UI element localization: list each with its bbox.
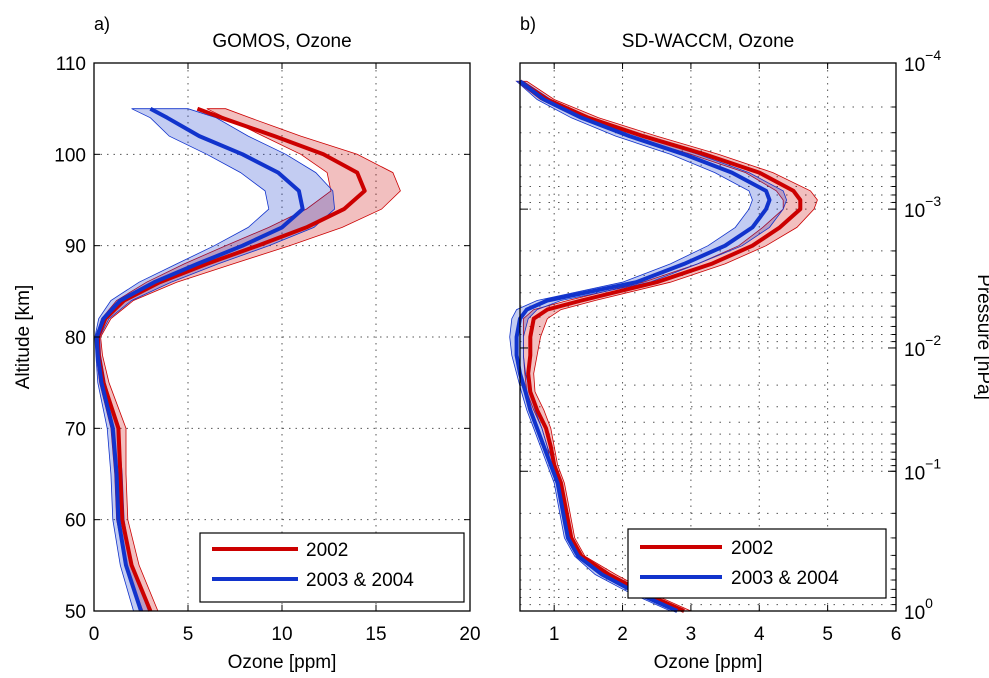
- panel-b-x-ticks: 1 2 3 4 5 6: [549, 63, 901, 645]
- x-tick-label: 6: [891, 624, 902, 645]
- panel-a-title: GOMOS, Ozone: [212, 31, 351, 52]
- panel-b-legend-box: [627, 528, 887, 599]
- panel-b-x-label: Ozone [ppm]: [654, 652, 763, 673]
- panel-a: a) GOMOS, Ozone 0 5 10 15 20 50 60 70 80 90 100 11…: [13, 14, 481, 673]
- y-tick-label: 110: [56, 54, 86, 75]
- y-tick-label: 70: [65, 419, 86, 440]
- y-tick-label: 90: [65, 237, 86, 258]
- y-tick-label: 100: [54, 145, 86, 166]
- pressure-tick-base: 10: [904, 201, 925, 222]
- pressure-tick-exponent: −3: [925, 193, 941, 209]
- panel-a-legend-box: [199, 532, 465, 603]
- y-tick-label: 60: [65, 511, 86, 532]
- panel-a-y-label: Altitude [km]: [13, 285, 34, 390]
- series-line-2002: [518, 79, 803, 613]
- pressure-tick-exponent: −4: [925, 47, 941, 63]
- pressure-tick-base: 10: [904, 340, 925, 361]
- x-tick-label: 0: [89, 624, 100, 645]
- pressure-tick-label: 10−3: [904, 193, 941, 222]
- panel-a-label: a): [94, 14, 110, 34]
- x-tick-label: 20: [459, 624, 480, 645]
- panel-b-title: SD-WACCM, Ozone: [622, 31, 794, 52]
- uncertainty-band-2003-2004: [509, 80, 788, 612]
- pressure-tick-base: 10: [904, 55, 925, 76]
- x-tick-label: 5: [183, 624, 194, 645]
- pressure-tick-exponent: −2: [925, 332, 941, 348]
- pressure-tick-label: 10−4: [904, 47, 941, 76]
- panel-b-grid: [520, 63, 896, 611]
- x-tick-label: 3: [686, 624, 697, 645]
- pressure-tick-exponent: −1: [925, 455, 941, 471]
- pressure-tick-base: 10: [904, 463, 925, 484]
- series-line-2003-2004: [94, 106, 305, 612]
- x-tick-label: 2: [617, 624, 628, 645]
- panel-b-legend-label-2002: 2002: [731, 538, 773, 559]
- x-tick-label: 4: [754, 624, 765, 645]
- panel-a-x-label: Ozone [ppm]: [228, 652, 337, 673]
- pressure-tick-label: 10−2: [904, 332, 941, 361]
- series-line-2002: [95, 106, 367, 612]
- pressure-tick-exponent: 0: [925, 595, 933, 611]
- panel-b-lines: [514, 79, 803, 613]
- panel-b-legend: 2002 2003 & 2004: [627, 528, 887, 599]
- panel-b-label: b): [520, 14, 536, 34]
- panel-a-lines: [94, 106, 367, 612]
- pressure-tick-label: 100: [904, 595, 933, 624]
- series-line-2003-2004: [514, 79, 772, 613]
- panel-b-right-label: Pressure [hPa]: [973, 274, 989, 400]
- x-tick-label: 10: [271, 624, 292, 645]
- panel-b-frame: [519, 62, 897, 612]
- y-tick-label: 80: [65, 328, 86, 349]
- panel-a-x-ticks: 0 5 10 15 20: [89, 63, 481, 645]
- panel-a-y-ticks: 50 60 70 80 90 100 110: [54, 54, 470, 623]
- x-tick-label: 1: [549, 624, 560, 645]
- panel-a-legend-label-2003-2004: 2003 & 2004: [306, 570, 414, 591]
- panel-a-legend: 2002 2003 & 2004: [199, 532, 465, 603]
- y-tick-label: 50: [65, 602, 86, 623]
- panel-b-legend-label-2003-2004: 2003 & 2004: [731, 568, 839, 589]
- pressure-tick-label: 10−1: [904, 455, 941, 484]
- panel-a-grid: [94, 63, 470, 611]
- panel-b-bands: [509, 80, 818, 612]
- x-tick-label: 5: [822, 624, 833, 645]
- x-tick-label: 15: [365, 624, 386, 645]
- pressure-tick-base: 10: [904, 603, 925, 624]
- panel-a-legend-label-2002: 2002: [306, 540, 348, 561]
